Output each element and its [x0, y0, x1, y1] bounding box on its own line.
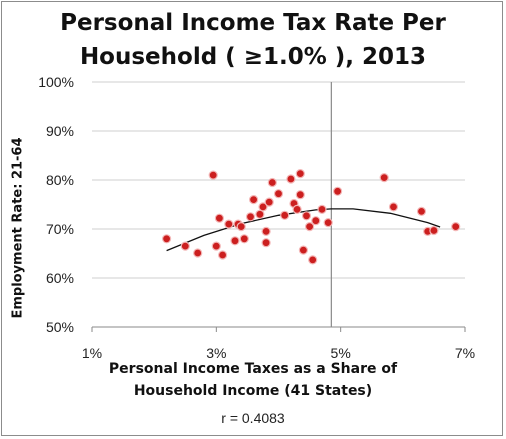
- x-tick-label-7: 7%: [455, 345, 475, 361]
- data-point-2: [180, 241, 190, 251]
- y-tick-label-100: 100%: [38, 74, 74, 90]
- data-point-26: [295, 190, 305, 200]
- data-point-18: [261, 238, 271, 248]
- chart-title-line1: Personal Income Tax Rate Per: [60, 10, 446, 36]
- x-tick-label-1: 1%: [82, 345, 102, 361]
- data-point-11: [236, 222, 246, 232]
- chart-title-line2: Household ( ≥1.0% ), 2013: [79, 44, 427, 70]
- data-point-4: [208, 170, 218, 180]
- data-point-7: [218, 250, 228, 260]
- y-tick-label-50: 50%: [46, 319, 74, 335]
- data-point-36: [388, 202, 399, 212]
- data-point-15: [255, 209, 265, 219]
- data-point-34: [333, 186, 343, 196]
- x-tick-label-3: 3%: [206, 345, 226, 361]
- data-point-3: [193, 248, 203, 258]
- x-axis-label-line1: Personal Income Taxes as a Share of: [108, 361, 398, 377]
- data-point-39: [429, 225, 439, 236]
- data-point-30: [308, 255, 318, 265]
- data-point-9: [230, 236, 240, 246]
- data-point-8: [224, 219, 234, 229]
- x-axis-label-line2: Household Income (41 States): [133, 383, 373, 399]
- y-tick-label-90: 90%: [46, 123, 74, 139]
- y-tick-label-60: 60%: [46, 270, 74, 286]
- data-point-1: [162, 234, 172, 244]
- data-point-28: [298, 245, 308, 255]
- y-tick-label-70: 70%: [46, 221, 74, 237]
- data-point-13: [245, 212, 256, 222]
- correlation-annotation: r = 0.4083: [221, 410, 285, 426]
- data-point-25: [292, 204, 302, 214]
- data-point-35: [379, 173, 389, 183]
- y-tick-label-80: 80%: [46, 172, 74, 188]
- data-point-16: [258, 202, 268, 212]
- data-point-32: [317, 204, 327, 214]
- data-point-31: [311, 216, 321, 226]
- data-point-17: [261, 226, 271, 236]
- data-point-19: [264, 197, 274, 207]
- data-point-22: [280, 210, 290, 220]
- data-point-40: [451, 222, 461, 232]
- data-point-21: [273, 189, 284, 199]
- x-tick-label-5: 5%: [331, 345, 351, 361]
- data-point-33: [323, 218, 333, 228]
- data-point-41: [301, 211, 312, 221]
- data-point-6: [214, 213, 224, 223]
- data-point-12: [239, 234, 249, 244]
- data-point-29: [305, 222, 315, 232]
- data-point-23: [286, 174, 296, 184]
- data-point-20: [267, 177, 277, 188]
- data-point-37: [416, 206, 427, 216]
- data-point-27: [295, 169, 305, 179]
- data-point-14: [249, 195, 259, 205]
- data-point-5: [211, 241, 221, 251]
